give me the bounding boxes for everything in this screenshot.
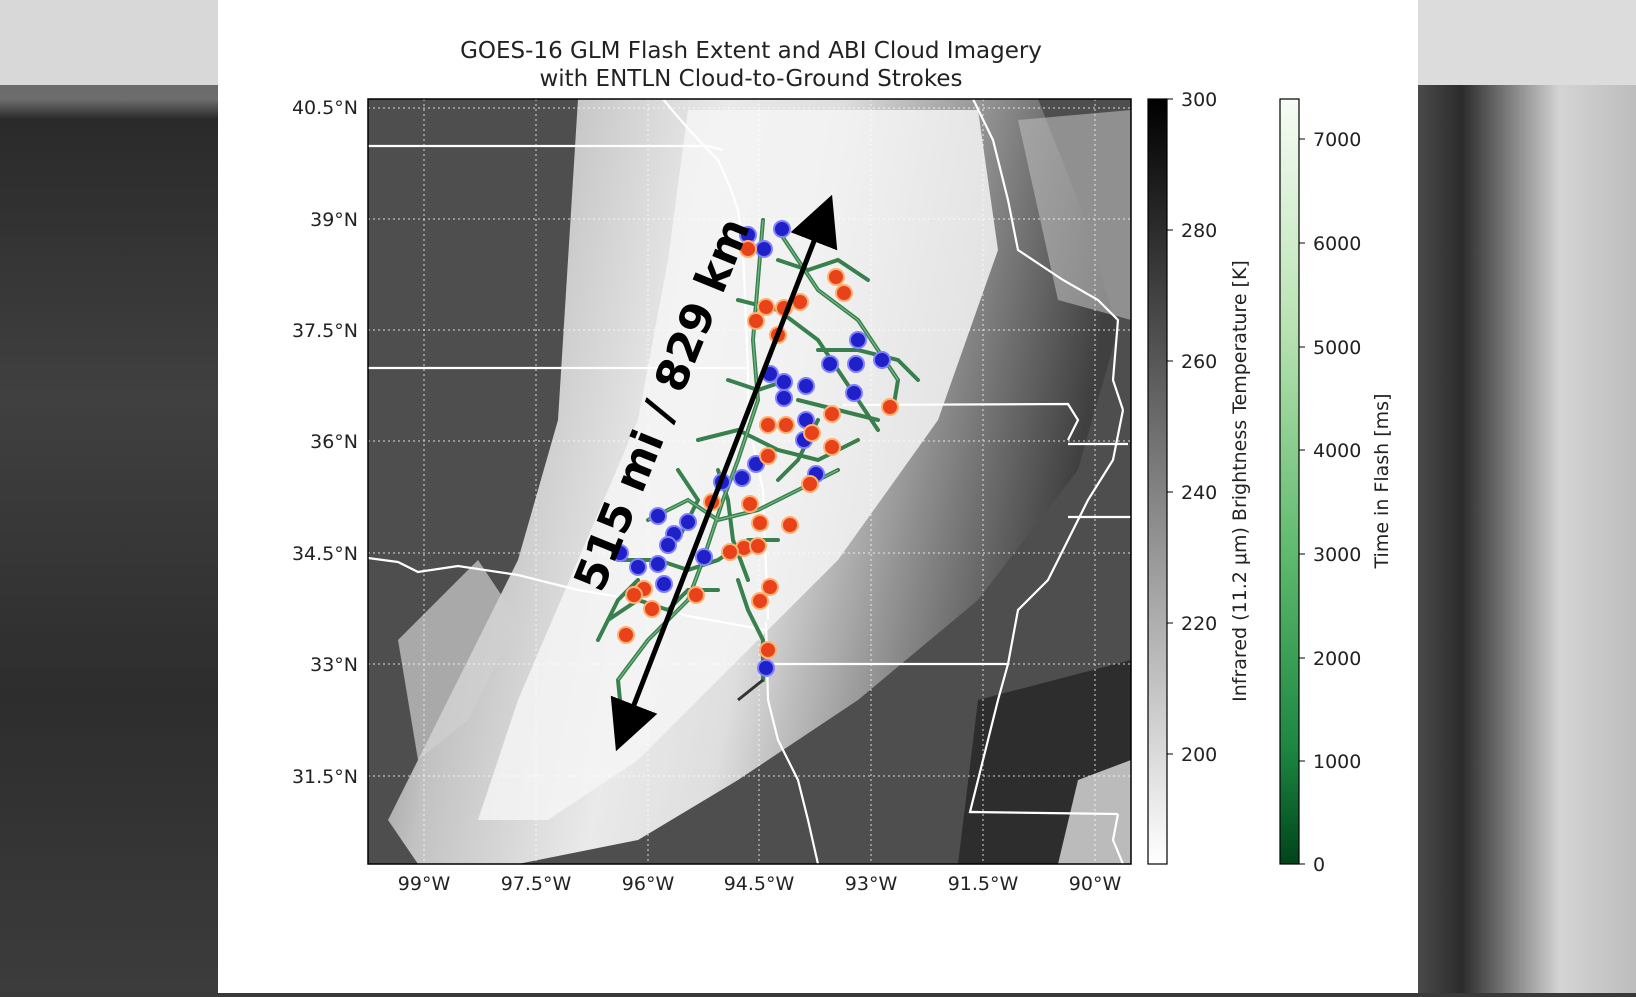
time-tick: 5000 xyxy=(1313,337,1361,359)
ir-tick: 260 xyxy=(1181,351,1217,373)
figure-panel: GOES-16 GLM Flash Extent and ABI Cloud I… xyxy=(218,0,1418,993)
ir-tick: 200 xyxy=(1181,744,1217,766)
lon-label: 93°W xyxy=(845,873,898,895)
time-tick: 4000 xyxy=(1313,440,1361,462)
ir-tick: 220 xyxy=(1181,613,1217,635)
latitude-labels: 40.5°N 39°N 37.5°N 36°N 34.5°N 33°N 31.5… xyxy=(292,97,358,788)
background-left xyxy=(0,0,218,993)
lat-label: 33°N xyxy=(310,654,358,676)
time-colorbar: 7000 6000 5000 4000 3000 2000 1000 0 Tim… xyxy=(1279,98,1393,876)
lon-label: 97.5°W xyxy=(501,873,572,895)
distance-arrow xyxy=(610,194,838,752)
background-right-top xyxy=(1418,0,1636,85)
time-tick: 2000 xyxy=(1313,648,1361,670)
time-tick: 3000 xyxy=(1313,544,1361,566)
lon-label: 99°W xyxy=(398,873,451,895)
lat-label: 34.5°N xyxy=(292,543,358,565)
ir-colorbar: 300 280 260 240 220 200 Infrared (11.2 μ… xyxy=(1147,89,1251,865)
time-tick: 0 xyxy=(1313,854,1325,876)
figure-svg: GOES-16 GLM Flash Extent and ABI Cloud I… xyxy=(292,38,1393,895)
background-left-top xyxy=(0,0,218,85)
lon-label: 94.5°W xyxy=(724,873,795,895)
lon-label: 96°W xyxy=(622,873,675,895)
figure-title-line2: with ENTLN Cloud-to-Ground Strokes xyxy=(539,66,962,92)
time-tick: 7000 xyxy=(1313,129,1361,151)
background-right xyxy=(1418,0,1636,993)
ir-colorbar-label: Infrared (11.2 μm) Brightness Temperatur… xyxy=(1229,260,1251,702)
longitude-labels: 99°W 97.5°W 96°W 94.5°W 93°W 91.5°W 90°W xyxy=(398,873,1122,895)
lon-label: 90°W xyxy=(1069,873,1122,895)
ir-tick: 280 xyxy=(1181,220,1217,242)
map-frame xyxy=(367,98,1132,865)
lat-label: 36°N xyxy=(310,431,358,453)
figure-title-line1: GOES-16 GLM Flash Extent and ABI Cloud I… xyxy=(460,38,1042,64)
lat-label: 40.5°N xyxy=(292,97,358,119)
ir-tick: 300 xyxy=(1181,89,1217,111)
time-tick: 1000 xyxy=(1313,751,1361,773)
lon-label: 91.5°W xyxy=(948,873,1019,895)
time-tick: 6000 xyxy=(1313,233,1361,255)
time-colorbar-label: Time in Flash [ms] xyxy=(1371,394,1393,570)
lat-label: 31.5°N xyxy=(292,766,358,788)
lat-label: 37.5°N xyxy=(292,320,358,342)
ir-tick: 240 xyxy=(1181,482,1217,504)
lat-label: 39°N xyxy=(310,209,358,231)
